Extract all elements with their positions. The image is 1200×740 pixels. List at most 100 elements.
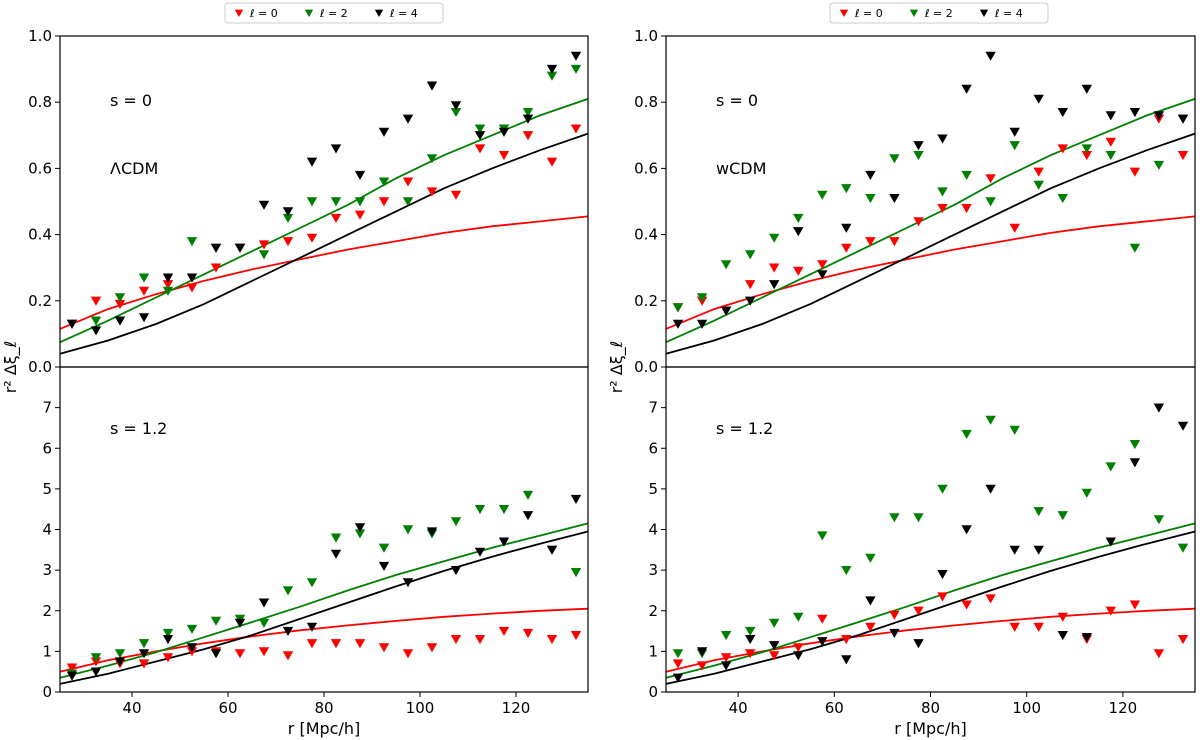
data-point-l1 [817,190,828,200]
y-tick-label: 0.8 [634,93,658,111]
data-point-l2 [330,549,342,559]
data-point-l0 [1009,223,1020,233]
data-point-l0 [793,266,804,276]
data-point-l2 [234,243,246,253]
panel-bottom-right: 0 1 2 3 4 5 6 7 40 60 80 100 120 r [Mpc/h] s = 1.2 [648,366,1196,738]
data-point-l0 [865,622,876,632]
data-point-l2 [961,84,972,94]
data-point-l1 [186,237,198,247]
data-point-l2 [865,170,876,180]
annotation: s = 0 [716,91,758,110]
x-tick-label: 80 [921,699,940,717]
data-point-l2 [186,273,198,283]
data-point-l1 [282,213,294,223]
legend-label: ℓ = 4 [389,7,418,20]
data-point-l2 [210,649,222,659]
data-point-l2 [450,566,462,576]
y-tick-label: 5 [42,480,52,498]
data-point-l0 [378,643,390,653]
data-point-l2 [138,649,150,659]
data-point-l2 [696,647,708,657]
data-point-l2 [672,673,684,683]
data-point-l1 [1105,151,1116,161]
data-point-l2 [1057,631,1068,641]
data-point-l1 [889,513,900,523]
annotation: ΛCDM [110,159,158,178]
data-point-l1 [186,624,198,634]
data-point-l0 [1081,151,1092,161]
data-point-l0 [258,240,270,250]
data-point-l2 [546,64,558,74]
data-point-l2 [354,523,366,533]
data-point-l2 [889,194,900,204]
annotation: s = 0 [110,91,152,110]
data-point-l1 [426,154,438,164]
data-point-l1 [1033,180,1044,190]
data-point-l2 [937,570,948,580]
data-point-l0 [498,626,510,636]
data-point-l1 [913,513,924,523]
legend-left: ℓ = 0 ℓ = 2 ℓ = 4 [224,2,444,24]
data-point-l1 [402,525,414,535]
data-point-l1 [282,586,294,596]
data-point-l0 [210,263,222,273]
legend-label: ℓ = 0 [854,7,883,20]
data-point-l0 [1153,649,1165,659]
data-point-l1 [306,578,318,588]
data-point-l1 [865,553,876,563]
legend-marker [304,9,314,17]
y-axis-label: r² Δξ_ℓ [607,341,627,394]
model-curve-1 [59,522,589,679]
data-point-l2 [1153,403,1165,413]
x-tick-label: 80 [314,699,333,717]
data-point-l1 [1105,462,1116,472]
data-point-l1 [474,505,486,515]
data-point-l2 [450,101,462,111]
data-point-l0 [138,286,150,296]
data-point-l0 [793,643,804,653]
data-point-l0 [937,592,948,602]
data-point-l0 [720,653,732,663]
data-point-l0 [937,204,948,214]
x-tick-label: 120 [502,699,531,717]
data-point-l2 [769,280,780,290]
data-point-l1 [1081,144,1092,154]
data-point-l1 [793,213,804,223]
data-point-l0 [817,260,828,270]
y-tick-label: 0.8 [28,93,52,111]
data-point-l1 [210,616,222,626]
panel-top-right: 0.0 0.2 0.4 0.6 0.8 1.0 r² Δξ_ℓ s = 0 wCDM [607,27,1196,394]
data-point-l2 [258,598,270,608]
data-point-l0 [162,653,174,663]
data-point-l2 [985,51,996,61]
model-curve-1 [59,98,589,344]
data-point-l2 [426,527,438,537]
data-point-l1 [1177,543,1189,553]
data-point-l2 [841,223,852,233]
data-point-l0 [282,237,294,247]
data-point-l2 [306,622,318,632]
data-point-l2 [769,641,780,651]
model-curve-2 [59,132,589,355]
data-point-l0 [1033,622,1044,632]
data-point-l1 [138,639,150,649]
data-point-l2 [90,326,102,336]
data-point-l0 [546,635,558,645]
data-point-l0 [841,243,852,253]
legend-marker [839,9,849,17]
data-point-l0 [889,610,900,620]
data-point-l1 [841,566,852,576]
data-point-l2 [402,114,414,124]
data-point-l1 [817,531,828,541]
data-point-l0 [330,213,342,223]
data-point-l1 [696,293,708,303]
y-tick-label: 3 [648,561,658,579]
data-point-l0 [354,639,366,649]
data-point-l1 [985,197,996,207]
data-point-l1 [985,415,996,425]
model-curve-0 [665,215,1196,330]
data-point-l1 [745,626,756,636]
y-tick-label: 0.4 [634,226,658,244]
data-point-l1 [162,628,174,638]
legend-label: ℓ = 4 [994,7,1023,20]
